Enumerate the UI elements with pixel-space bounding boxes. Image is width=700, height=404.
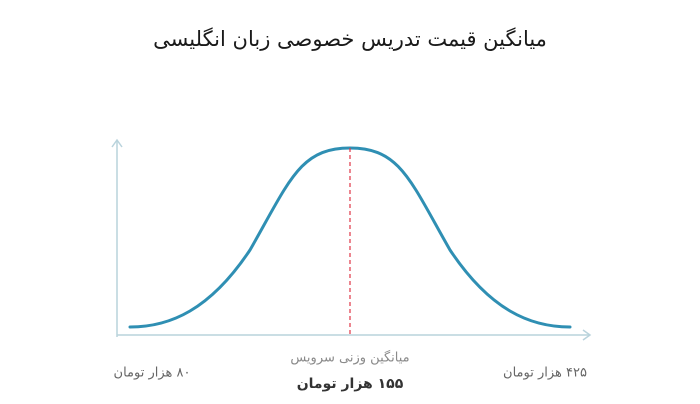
x-axis-arrow bbox=[582, 329, 592, 341]
title: میانگین قیمت تدریس خصوصی زبان انگلیسی bbox=[153, 27, 547, 51]
max-label: ۴۲۵ هزار تومان bbox=[503, 366, 587, 381]
axes bbox=[111, 138, 592, 341]
min-label: ۸۰ هزار تومان bbox=[114, 366, 191, 381]
mean-label: ۱۵۵ هزار تومان bbox=[297, 376, 404, 392]
mean-caption: میانگین وزنی سرویس bbox=[290, 350, 409, 366]
y-axis-arrow bbox=[111, 138, 123, 148]
